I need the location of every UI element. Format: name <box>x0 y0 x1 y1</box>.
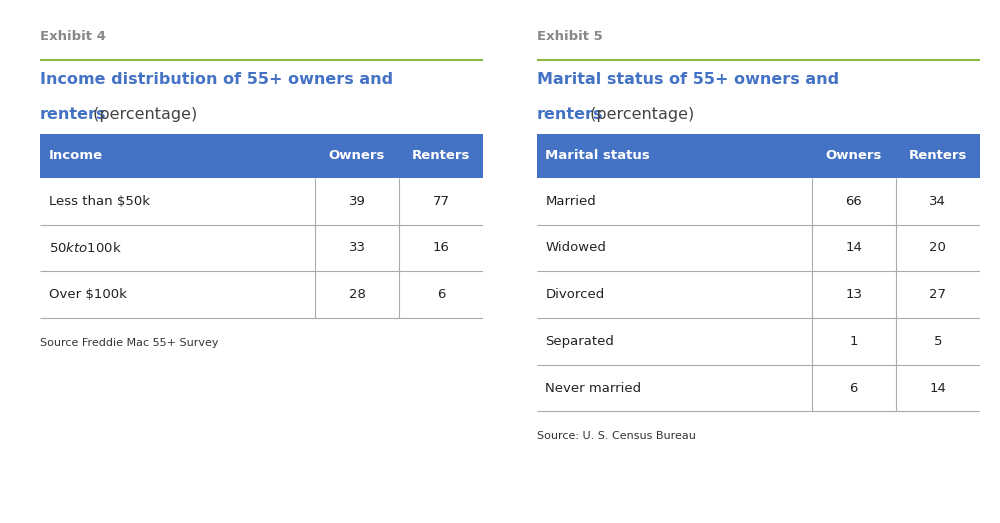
Text: Widowed: Widowed <box>545 242 606 255</box>
Text: 27: 27 <box>929 288 946 301</box>
Text: Renters: Renters <box>909 149 967 162</box>
Text: Owners: Owners <box>329 149 385 162</box>
Text: Exhibit 4: Exhibit 4 <box>40 30 106 43</box>
Text: Income: Income <box>49 149 103 162</box>
Text: Separated: Separated <box>545 335 614 348</box>
Text: renters: renters <box>40 107 106 122</box>
Text: 16: 16 <box>433 242 450 255</box>
Text: Exhibit 5: Exhibit 5 <box>537 30 602 43</box>
Text: 1: 1 <box>849 335 858 348</box>
Text: 14: 14 <box>929 382 946 394</box>
FancyBboxPatch shape <box>537 134 980 178</box>
Text: Marital status of 55+ owners and: Marital status of 55+ owners and <box>537 72 839 87</box>
Text: Owners: Owners <box>825 149 882 162</box>
Text: 5: 5 <box>934 335 942 348</box>
Text: Divorced: Divorced <box>545 288 605 301</box>
Text: (percentage): (percentage) <box>585 107 694 122</box>
Text: 6: 6 <box>849 382 858 394</box>
Text: (percentage): (percentage) <box>88 107 197 122</box>
Text: 66: 66 <box>845 195 862 208</box>
Text: 28: 28 <box>349 288 365 301</box>
Text: 77: 77 <box>433 195 450 208</box>
Text: Never married: Never married <box>545 382 642 394</box>
Text: 33: 33 <box>349 242 366 255</box>
Text: 39: 39 <box>349 195 365 208</box>
Text: 34: 34 <box>929 195 946 208</box>
Text: Source Freddie Mac 55+ Survey: Source Freddie Mac 55+ Survey <box>40 338 218 348</box>
Text: Marital status: Marital status <box>545 149 650 162</box>
Text: Source: U. S. Census Bureau: Source: U. S. Census Bureau <box>537 431 695 441</box>
Text: 14: 14 <box>845 242 862 255</box>
Text: 6: 6 <box>437 288 445 301</box>
Text: Less than $50k: Less than $50k <box>49 195 150 208</box>
Text: 20: 20 <box>929 242 946 255</box>
Text: Renters: Renters <box>412 149 470 162</box>
Text: Over $100k: Over $100k <box>49 288 127 301</box>
Text: Income distribution of 55+ owners and: Income distribution of 55+ owners and <box>40 72 393 87</box>
FancyBboxPatch shape <box>40 134 483 178</box>
Text: renters: renters <box>537 107 603 122</box>
Text: Married: Married <box>545 195 596 208</box>
Text: $50k to $100k: $50k to $100k <box>49 241 122 255</box>
Text: 13: 13 <box>845 288 862 301</box>
